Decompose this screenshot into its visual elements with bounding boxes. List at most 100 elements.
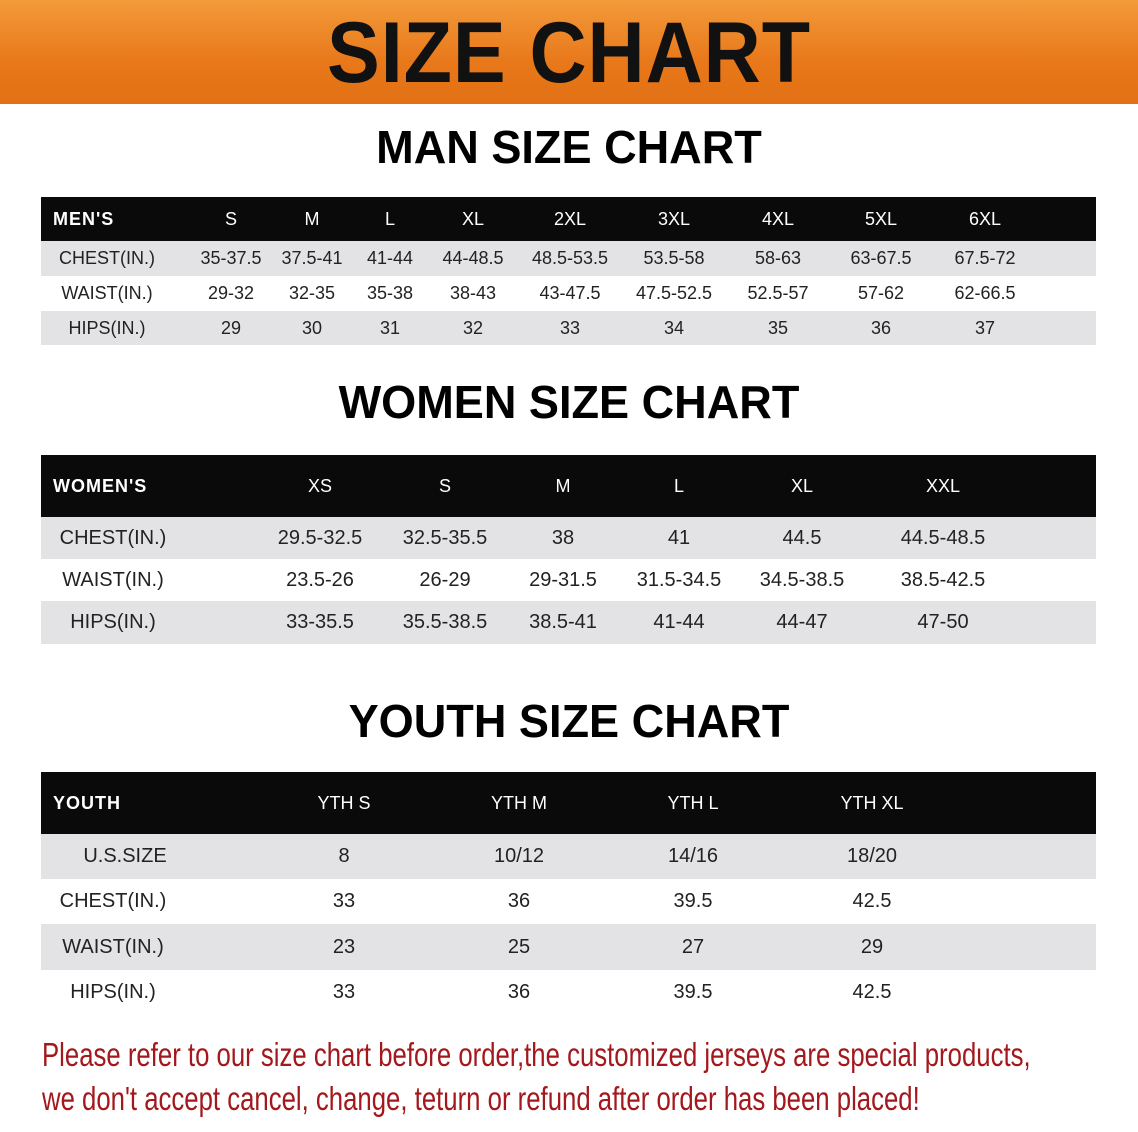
table-row: HIPS(IN.) 33-35.5 35.5-38.5 38.5-41 41-44 44-… bbox=[41, 601, 1096, 644]
measurement-cell: 39.5 bbox=[673, 890, 713, 912]
measurement-cell: 34.5-38.5 bbox=[759, 568, 845, 591]
youth-size-table: YOUTH YTH S YTH M YTH L YTH XL U.S.SIZE 8 10/12… bbox=[41, 772, 1096, 1015]
measurement-cell: 32 bbox=[462, 317, 484, 338]
table-row: CHEST(IN.) 35-37.5 37.5-41 41-44 44-48.5 48.5… bbox=[41, 241, 1096, 276]
size-column-header: 4XL bbox=[761, 208, 795, 229]
size-column-header: YTH XL bbox=[840, 792, 904, 813]
measurement-cell: 29 bbox=[860, 935, 884, 958]
measurement-cell: 52.5-57 bbox=[747, 283, 809, 303]
measurement-cell: 35-37.5 bbox=[200, 248, 262, 268]
measurement-cell: 14/16 bbox=[667, 845, 719, 867]
measurement-cell: 31.5-34.5 bbox=[636, 568, 722, 591]
notice-line-1: Please refer to our size chart before or… bbox=[42, 1036, 1031, 1073]
measurement-cell: 44.5 bbox=[782, 526, 822, 549]
size-column-header: M bbox=[304, 208, 320, 229]
measurement-cell: 42.5 bbox=[852, 890, 892, 912]
notice-line-2: we don't accept cancel, change, teturn o… bbox=[42, 1080, 920, 1117]
women-size-table: WOMEN'S XS S M L XL XXL CHEST(IN.) 29.5-32.5 32.5… bbox=[41, 455, 1096, 644]
row-label: CHEST(IN.) bbox=[59, 526, 167, 549]
size-column-header: S bbox=[438, 475, 452, 496]
measurement-cell: 35-38 bbox=[366, 283, 414, 303]
measurement-cell: 67.5-72 bbox=[954, 248, 1016, 268]
table-row: HIPS(IN.) 33 36 39.5 42.5 bbox=[41, 970, 1096, 1015]
measurement-cell: 29 bbox=[220, 317, 242, 338]
measurement-cell: 26-29 bbox=[419, 568, 471, 591]
measurement-cell: 48.5-53.5 bbox=[531, 248, 609, 268]
measurement-cell: 63-67.5 bbox=[850, 248, 912, 268]
table-row: WAIST(IN.) 23 25 27 29 bbox=[41, 924, 1096, 970]
measurement-cell: 32.5-35.5 bbox=[402, 526, 488, 549]
measurement-cell: 53.5-58 bbox=[643, 248, 705, 268]
men-header-row: MEN'S S M L XL 2XL 3XL 4XL 5XL 6XL bbox=[41, 197, 1096, 241]
measurement-cell: 38 bbox=[551, 526, 575, 549]
size-column-header: 3XL bbox=[657, 208, 691, 229]
size-column-header: 6XL bbox=[968, 208, 1002, 229]
measurement-cell: 57-62 bbox=[857, 283, 905, 303]
table-row: WAIST(IN.) 23.5-26 26-29 29-31.5 31.5-34.5 34… bbox=[41, 559, 1096, 601]
measurement-cell: 36 bbox=[507, 890, 531, 912]
measurement-cell: 38-43 bbox=[449, 283, 497, 303]
measurement-cell: 37.5-41 bbox=[281, 248, 343, 268]
measurement-cell: 47-50 bbox=[917, 611, 969, 633]
size-column-header: XXL bbox=[925, 475, 961, 496]
measurement-cell: 8 bbox=[338, 845, 350, 867]
measurement-cell: 27 bbox=[681, 935, 705, 958]
measurement-cell: 23 bbox=[332, 935, 356, 958]
measurement-cell: 62-66.5 bbox=[954, 283, 1016, 303]
measurement-cell: 44-47 bbox=[776, 611, 828, 633]
women-header-row: WOMEN'S XS S M L XL XXL bbox=[41, 455, 1096, 517]
measurement-cell: 10/12 bbox=[493, 845, 545, 867]
row-label: CHEST(IN.) bbox=[59, 890, 167, 912]
measurement-cell: 58-63 bbox=[754, 248, 802, 268]
measurement-cell: 29.5-32.5 bbox=[277, 526, 363, 549]
size-column-header: XL bbox=[461, 208, 485, 229]
measurement-cell: 39.5 bbox=[673, 981, 713, 1003]
table-row: CHEST(IN.) 29.5-32.5 32.5-35.5 38 41 44.5 44.5… bbox=[41, 517, 1096, 559]
table-row: HIPS(IN.) 29 30 31 32 33 34 35 36 37 bbox=[41, 311, 1096, 345]
women-section-title: WOMEN SIZE CHART bbox=[338, 376, 800, 428]
men-size-table: MEN'S S M L XL 2XL 3XL 4XL 5XL 6XL CHEST(IN.) 35-37… bbox=[41, 197, 1096, 345]
measurement-cell: 41-44 bbox=[653, 611, 705, 633]
banner-title: SIZE CHART bbox=[327, 5, 811, 101]
measurement-cell: 44.5-48.5 bbox=[900, 526, 986, 549]
measurement-cell: 34 bbox=[663, 317, 685, 338]
measurement-cell: 37 bbox=[974, 317, 996, 338]
measurement-cell: 38.5-42.5 bbox=[900, 568, 986, 591]
measurement-cell: 33-35.5 bbox=[286, 611, 354, 633]
youth-header-label: YOUTH bbox=[53, 792, 121, 813]
measurement-cell: 29-32 bbox=[207, 283, 255, 303]
table-row: CHEST(IN.) 33 36 39.5 42.5 bbox=[41, 879, 1096, 924]
measurement-cell: 31 bbox=[379, 317, 401, 338]
size-column-header: YTH S bbox=[317, 792, 371, 813]
size-column-header: L bbox=[673, 475, 685, 496]
women-header-label: WOMEN'S bbox=[53, 475, 148, 496]
size-column-header: XL bbox=[790, 475, 814, 496]
row-label: WAIST(IN.) bbox=[61, 283, 153, 303]
measurement-cell: 41-44 bbox=[366, 248, 414, 268]
measurement-cell: 43-47.5 bbox=[539, 283, 601, 303]
table-row: WAIST(IN.) 29-32 32-35 35-38 38-43 43-47.5 47.… bbox=[41, 276, 1096, 311]
row-label: HIPS(IN.) bbox=[68, 317, 146, 338]
row-label: WAIST(IN.) bbox=[62, 935, 164, 958]
measurement-cell: 36 bbox=[507, 981, 531, 1003]
youth-header-row: YOUTH YTH S YTH M YTH L YTH XL bbox=[41, 772, 1096, 834]
measurement-cell: 36 bbox=[870, 317, 892, 338]
size-column-header: 5XL bbox=[864, 208, 898, 229]
banner: SIZE CHART bbox=[0, 0, 1138, 104]
measurement-cell: 35 bbox=[767, 317, 789, 338]
measurement-cell: 32-35 bbox=[288, 283, 336, 303]
measurement-cell: 33 bbox=[559, 317, 581, 338]
men-header-label: MEN'S bbox=[53, 208, 115, 229]
size-column-header: 2XL bbox=[553, 208, 587, 229]
size-column-header: M bbox=[555, 475, 571, 496]
measurement-cell: 18/20 bbox=[846, 845, 898, 867]
measurement-cell: 25 bbox=[507, 935, 531, 958]
youth-section-title: YOUTH SIZE CHART bbox=[348, 695, 790, 747]
measurement-cell: 23.5-26 bbox=[286, 568, 354, 591]
measurement-cell: 47.5-52.5 bbox=[635, 283, 713, 303]
row-label: WAIST(IN.) bbox=[62, 568, 164, 591]
measurement-cell: 30 bbox=[301, 317, 323, 338]
measurement-cell: 33 bbox=[332, 981, 356, 1003]
row-label: CHEST(IN.) bbox=[59, 248, 155, 268]
size-column-header: XS bbox=[307, 475, 333, 496]
